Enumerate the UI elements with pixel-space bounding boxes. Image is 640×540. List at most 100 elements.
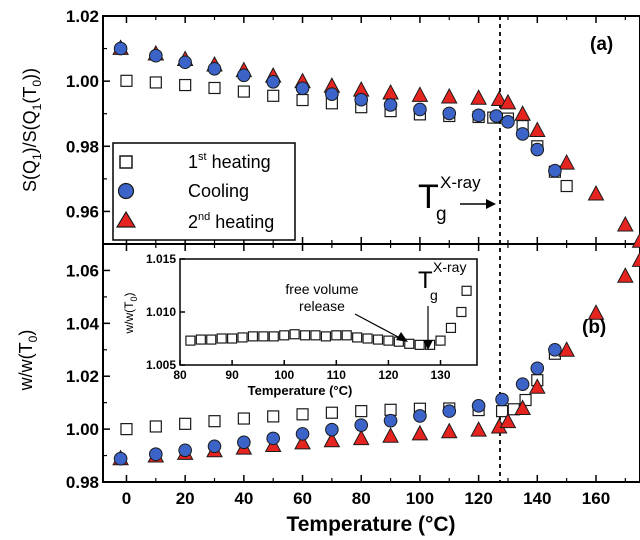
panel-b-ytick-label-2: 1.02 (66, 367, 99, 386)
panel-b-frame (102, 243, 640, 483)
panel-b-ytick-label-3: 1.04 (66, 314, 100, 333)
x-axis-title: Temperature (°C) (286, 513, 455, 536)
panel-a-open-square-point-1 (149, 76, 162, 89)
inset-xtick-label-5: 130 (431, 368, 451, 382)
panel-b-blue-circle-point-9 (383, 413, 398, 428)
panel-a-ticks: 0.96 0.98 1.00 1.02 (66, 7, 626, 244)
inset-open-square-point-12 (310, 330, 321, 341)
panel-label-a: (a) (590, 34, 613, 55)
panel-a-open-square-point-2 (179, 78, 192, 92)
inset-open-square-point-13 (320, 331, 331, 342)
panel-b-blue-circle-point-2 (178, 443, 192, 458)
panel-label-b: (b) (582, 317, 606, 338)
panel-a-blue-circle-point-5 (266, 74, 280, 89)
inset-tg-arrow-head (423, 340, 433, 350)
panel-a-open-square-point-6 (296, 93, 309, 107)
panel-b-xtick-label-3: 60 (293, 489, 312, 508)
panel-b-blue-circle-point-10 (413, 409, 427, 423)
inset-x-axis-title: Temperature (°C) (248, 383, 353, 398)
panel-b-xtick-label-5: 100 (406, 489, 434, 508)
panel-a-ytick-label-0: 0.96 (66, 202, 99, 221)
panel-a-blue-circle-point-0 (113, 41, 128, 56)
panel-b-xtick-label-1: 20 (176, 489, 195, 508)
panel-a-red-triangle-point-10 (411, 86, 429, 102)
inset-ytick-label-2: 1.015 (146, 252, 176, 266)
panel-b-open-square-point-1 (149, 420, 162, 433)
panel-b-red-triangle-point-10 (411, 424, 429, 441)
panel-b-red-triangle-point-16 (528, 378, 546, 394)
legend-label-cooling: Cooling (188, 181, 249, 201)
inset-open-square-point-18 (372, 334, 384, 345)
panel-a-open-square-point-5 (267, 89, 280, 102)
panel-a-blue-circle-point-12 (471, 108, 486, 123)
panel-a-red-triangle-point-13 (490, 90, 508, 107)
inset-open-square-point-3 (216, 333, 227, 344)
panel-b-red-triangle-point-15 (514, 399, 531, 415)
panel-a-open-square-point-0 (120, 74, 133, 87)
inset-ytick-label-1: 1.010 (146, 305, 176, 319)
panel-b-open-square-point-8 (355, 405, 368, 418)
panel-b-blue-circle-point-4 (237, 435, 251, 450)
panel-a-blue-circle-point-15 (515, 127, 530, 141)
inset-ytick-label-0: 1.005 (146, 358, 176, 372)
panel-b-xtick-label-8: 160 (582, 489, 610, 508)
panel-b-red-triangle-point-12 (470, 421, 487, 437)
panel-b-red-triangle-point-14 (499, 412, 517, 429)
inset-open-square-point-2 (206, 334, 217, 345)
panel-b-blue-circle-point-16 (548, 342, 562, 357)
inset-tg-T: T (418, 267, 433, 294)
legend-marker-cooling (117, 182, 135, 200)
legend-marker-2nd-heating (115, 210, 137, 228)
panel-b-red-triangle-point-20 (631, 251, 640, 267)
panel-b-red-triangle-point-9 (382, 427, 399, 443)
panel-b-open-square-point-3 (208, 415, 221, 428)
panel-a-series (112, 39, 640, 248)
panel-a-blue-circle-point-2 (178, 55, 192, 70)
panel-a-red-triangle-point-14 (499, 93, 517, 110)
panel-a-red-triangle-point-9 (382, 83, 399, 100)
legend: 1st heating Cooling 2nd heating (112, 142, 296, 241)
panel-a-ytick-label-3: 1.02 (66, 7, 99, 26)
inset-ylabel: w/w(T0) (122, 292, 139, 334)
panel-b-blue-circle-point-13 (495, 392, 509, 407)
panel-a-red-triangle-point-20 (631, 232, 640, 248)
inset-open-square-point-14 (331, 330, 342, 341)
tg-superscript: X-ray (440, 173, 481, 192)
panel-b-xtick-label-2: 40 (234, 489, 253, 508)
inset-open-square-point-4 (227, 333, 238, 344)
panel-b-blue-circle-point-1 (149, 447, 163, 462)
inset-open-square-point-21 (404, 338, 415, 349)
panel-b-red-triangle-point-17 (558, 341, 575, 357)
panel-b-open-square-point-2 (179, 417, 192, 430)
panel-b-blue-circle-point-7 (325, 422, 339, 437)
panel-b-blue-circle-point-6 (295, 427, 310, 441)
legend-marker-1st-heating (119, 155, 133, 169)
inset-open-square-point-9 (279, 330, 290, 341)
inset-xtick-label-2: 100 (274, 368, 294, 382)
panel-a-open-square-point-3 (208, 81, 221, 95)
panel-b-open-square-point-5 (267, 410, 280, 423)
inset-open-square-point-8 (268, 331, 279, 342)
panel-b-blue-circle-point-5 (266, 431, 280, 446)
tg-arrow-head (486, 199, 496, 209)
ylabel-b: w/w(T0) (16, 330, 40, 392)
tg-subscript: g (436, 204, 447, 225)
panel-b-blue-circle-point-15 (530, 361, 545, 376)
panel-b-blue-circle-point-3 (207, 439, 222, 454)
legend-label-1st-heating: 1st heating (188, 151, 271, 172)
inset-open-square-point-26 (456, 306, 467, 318)
panel-b-open-square-point-13 (495, 405, 509, 418)
panel-b-open-square-point-0 (120, 423, 133, 436)
free-volume-arrow-head (396, 332, 408, 342)
panel-a-blue-circle-point-16 (530, 142, 545, 157)
panel-a-blue-circle-point-1 (149, 48, 163, 63)
free-volume-label-2: release (299, 298, 345, 314)
panel-b-open-square-point-7 (325, 406, 338, 419)
panel-a-blue-circle-point-9 (383, 98, 398, 112)
legend-label-2nd-heating: 2nd heating (188, 211, 274, 232)
inset-open-square-point-22 (414, 339, 425, 350)
inset-open-square-point-6 (247, 331, 259, 342)
inset-xtick-label-3: 110 (327, 368, 347, 382)
